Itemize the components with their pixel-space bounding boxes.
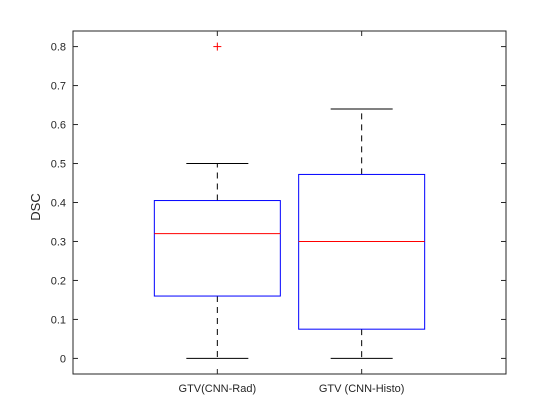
y-tick-label: 0.6 [51, 120, 66, 132]
y-tick-label: 0 [60, 353, 66, 365]
y-tick-label: 0.4 [51, 198, 66, 210]
y-axis-label: DSC [28, 193, 43, 220]
outlier-marker [213, 42, 222, 51]
iqr-box [298, 173, 426, 330]
x-tick-label: GTV (CNN-Histo) [319, 383, 405, 395]
boxes [153, 42, 426, 359]
x-tick-label: GTV(CNN-Rad) [179, 383, 257, 395]
y-tick-label: 0.7 [51, 81, 66, 93]
y-tick-label: 0.2 [51, 275, 66, 287]
iqr-box [153, 200, 281, 297]
box-group [153, 42, 281, 359]
y-tick-label: 0.3 [51, 236, 66, 248]
y-tick-label: 0.1 [51, 314, 66, 326]
plot-frame [72, 30, 507, 375]
y-tick-label: 0.8 [51, 42, 66, 54]
box-group [298, 108, 426, 359]
y-tick-label: 0.5 [51, 159, 66, 171]
axes: 0 0.1 0.2 0.3 0.4 0.5 0.6 0.7 0.8 GTV(CNN-Rad) GTV… [51, 30, 507, 395]
